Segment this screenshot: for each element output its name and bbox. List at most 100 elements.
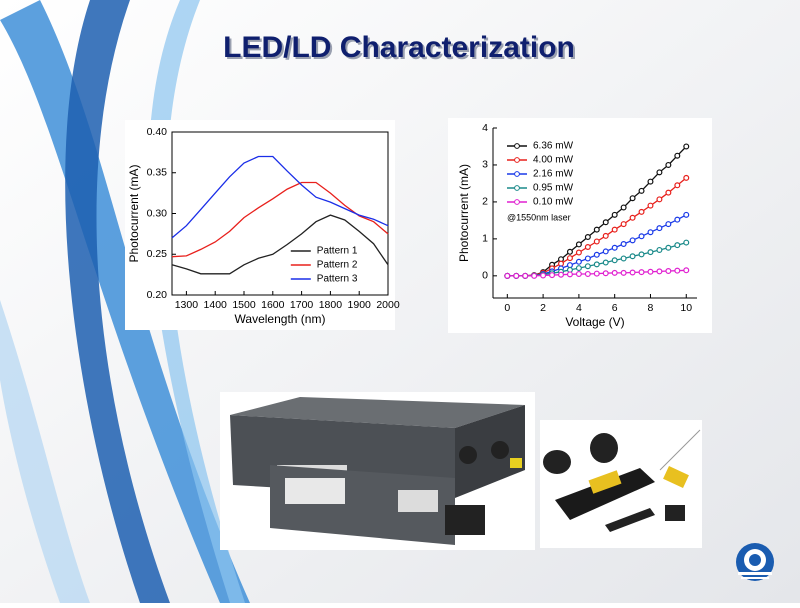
data-point — [611, 226, 618, 233]
data-point — [593, 270, 600, 277]
data-point — [647, 249, 654, 256]
data-point — [665, 221, 672, 228]
data-point — [549, 272, 556, 279]
data-point — [656, 225, 663, 232]
data-point — [522, 272, 529, 279]
x-tick-label: 1900 — [348, 299, 372, 311]
data-point — [557, 271, 564, 278]
data-point — [674, 242, 681, 249]
data-point — [674, 267, 681, 274]
y-tick-label: 3 — [482, 159, 488, 171]
data-point — [638, 208, 645, 215]
data-point — [674, 182, 681, 189]
data-point — [584, 244, 591, 251]
y-tick-label: 0.35 — [147, 167, 168, 179]
data-point — [683, 174, 690, 181]
data-point — [683, 239, 690, 246]
data-point — [593, 238, 600, 245]
data-point — [638, 251, 645, 258]
swoosh — [65, 0, 170, 603]
data-point — [656, 196, 663, 203]
data-point — [557, 260, 564, 267]
x-tick-label: 1400 — [204, 299, 228, 311]
data-point — [584, 263, 591, 270]
y-tick-label: 0.25 — [147, 248, 168, 260]
series-line — [171, 214, 389, 275]
legend-marker — [514, 199, 520, 205]
y-tick-label: 4 — [482, 122, 488, 134]
swoosh — [0, 300, 90, 603]
data-point — [629, 237, 636, 244]
title-shadow: LED/LD Characterization — [225, 33, 577, 66]
data-point — [620, 204, 627, 211]
legend-marker — [514, 143, 520, 149]
data-point — [611, 244, 618, 251]
data-point — [575, 241, 582, 248]
legend-label: Pattern 1 — [317, 246, 358, 257]
data-point — [602, 219, 609, 226]
legend-marker — [514, 185, 520, 191]
data-point — [629, 253, 636, 260]
x-tick-label: 6 — [612, 302, 618, 314]
legend-label: 6.36 mW — [533, 141, 574, 152]
data-point — [540, 272, 547, 279]
x-tick-label: 4 — [576, 302, 582, 314]
y-tick-label: 2 — [482, 196, 488, 208]
data-point — [602, 270, 609, 277]
data-point — [665, 189, 672, 196]
data-point — [620, 269, 627, 276]
data-point — [593, 251, 600, 258]
data-point — [566, 255, 573, 262]
data-point — [611, 269, 618, 276]
legend-label: 0.10 mW — [533, 197, 574, 208]
data-point — [611, 257, 618, 264]
data-point — [620, 221, 627, 228]
y-tick-label: 0.30 — [147, 207, 168, 219]
data-point — [638, 269, 645, 276]
x-tick-label: 1800 — [319, 299, 343, 311]
data-point — [575, 265, 582, 272]
x-tick-label: 1700 — [290, 299, 314, 311]
data-point — [674, 152, 681, 159]
x-tick-label: 0 — [504, 302, 510, 314]
data-point — [683, 143, 690, 150]
chart: 0 1 2 3 4 0 2 4 6 8 10 Voltage (V) Photocurrent (mA)… — [457, 122, 697, 329]
y-axis-label: Photocurrent (mA) — [457, 164, 471, 262]
data-point — [584, 255, 591, 262]
data-point — [602, 232, 609, 239]
data-point — [629, 214, 636, 221]
data-point — [647, 229, 654, 236]
y-tick-label: 1 — [482, 233, 488, 245]
data-point — [683, 211, 690, 218]
x-tick-label: 8 — [648, 302, 654, 314]
data-point — [584, 270, 591, 277]
data-point — [629, 195, 636, 202]
data-point — [531, 272, 538, 279]
data-point — [638, 187, 645, 194]
data-point — [620, 255, 627, 262]
x-axis-label: Wavelength (nm) — [235, 312, 326, 326]
data-point — [656, 169, 663, 176]
data-point — [629, 269, 636, 276]
data-point — [602, 248, 609, 255]
legend-label: 4.00 mW — [533, 155, 574, 166]
y-tick-label: 0 — [482, 270, 488, 282]
y-tick-label: 0.20 — [147, 289, 168, 301]
legend-marker — [514, 157, 520, 163]
series-line — [171, 155, 389, 239]
series-line — [171, 181, 389, 258]
x-axis-label: Voltage (V) — [565, 315, 624, 329]
photo — [220, 392, 535, 550]
photo — [540, 420, 702, 548]
y-tick-label: 0.40 — [147, 126, 168, 138]
data-point — [575, 258, 582, 265]
data-point — [683, 267, 690, 274]
legend-marker — [514, 171, 520, 177]
chart-panel — [448, 118, 712, 333]
legend-label: Pattern 2 — [317, 260, 358, 271]
data-point — [584, 234, 591, 241]
data-point — [566, 248, 573, 255]
data-point — [602, 259, 609, 266]
legend-label: Pattern 3 — [317, 274, 358, 285]
